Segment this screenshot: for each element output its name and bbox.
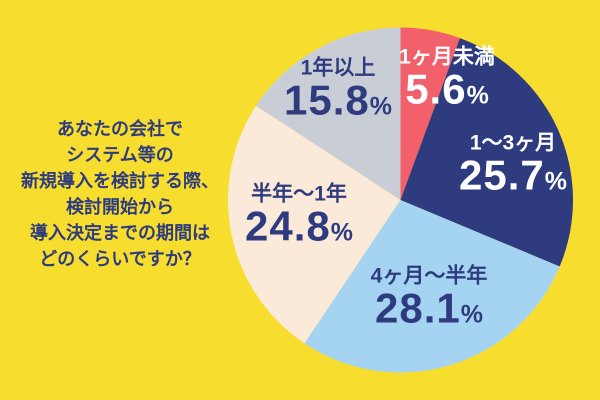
slice-category: 1年以上	[300, 56, 376, 80]
slice-value: 28.1%	[371, 287, 488, 335]
slice-label-4-months-to-half-year: 4ヶ月〜半年 28.1%	[371, 264, 488, 335]
pie-slice-0	[400, 27, 460, 200]
slice-value-number: 15.8	[284, 76, 370, 124]
slice-value: 25.7%	[459, 154, 567, 202]
question-line: 導入決定までの期間は	[30, 223, 210, 243]
slice-label-1-3-months: 1〜3ヶ月 25.7%	[459, 131, 567, 202]
pie-slice-1	[400, 38, 574, 267]
slice-value-number: 24.8	[245, 202, 331, 250]
slice-value: 5.6%	[399, 68, 495, 116]
question-line: どのくらいですか？	[39, 249, 201, 269]
slice-category: 1ヶ月未満	[399, 45, 495, 69]
percent-sign: %	[544, 167, 567, 196]
slice-category: 4ヶ月〜半年	[370, 264, 488, 288]
question-line: システム等の	[66, 145, 174, 165]
slice-label-over-1-year: 1年以上 15.8%	[284, 56, 392, 127]
percent-sign: %	[369, 92, 392, 121]
survey-question: あなたの会社で システム等の 新規導入を検討する際、 検討開始から 導入決定まで…	[0, 116, 240, 272]
percent-sign: %	[330, 218, 353, 247]
slice-label-half-year-to-1-year: 半年〜1年 24.8%	[245, 182, 353, 253]
pie-slice-4	[256, 27, 401, 200]
pie-slice-2	[304, 200, 560, 373]
question-line: 検討開始から	[66, 197, 174, 217]
question-line: あなたの会社で	[57, 119, 183, 139]
slice-value-number: 5.6	[405, 65, 467, 113]
slice-value-number: 25.7	[459, 151, 545, 199]
slice-value-number: 28.1	[375, 284, 461, 332]
slice-label-under-1-month: 1ヶ月未満 5.6%	[399, 45, 495, 116]
question-line: 新規導入を検討する際、	[21, 171, 219, 191]
percent-sign: %	[460, 300, 483, 329]
slice-category: 半年〜1年	[251, 182, 347, 206]
percent-sign: %	[466, 81, 489, 110]
slice-value: 15.8%	[284, 79, 392, 127]
pie-slice-3	[228, 105, 401, 344]
slice-category: 1〜3ヶ月	[469, 131, 557, 155]
slice-value: 24.8%	[245, 205, 353, 253]
